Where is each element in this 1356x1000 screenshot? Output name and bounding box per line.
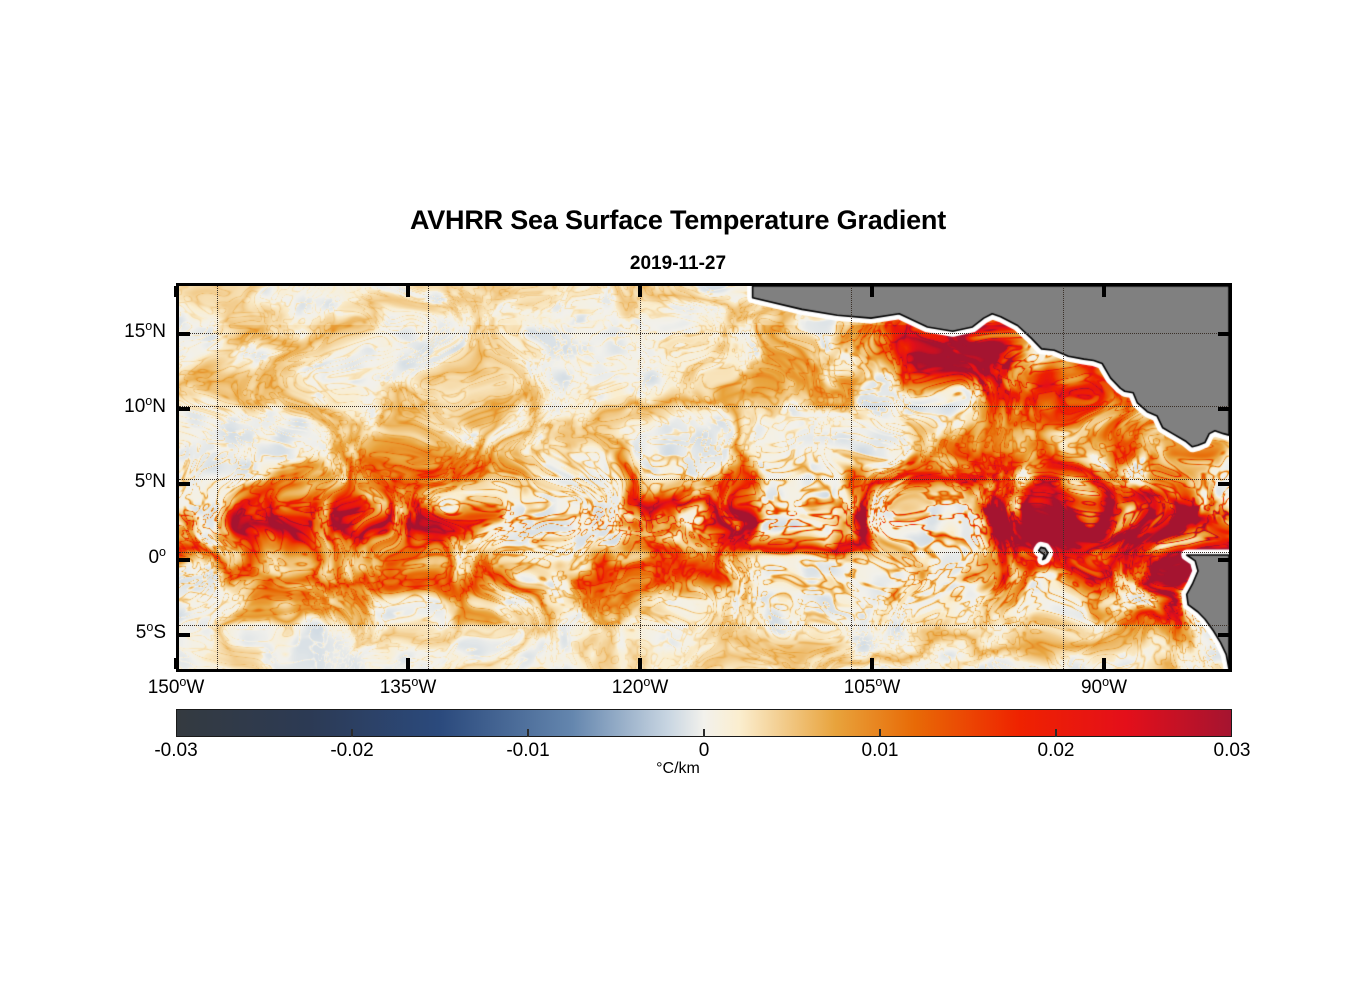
ytick-mark: [1218, 558, 1229, 562]
xtick-mark: [638, 286, 642, 297]
ytick-label: 5oS: [135, 620, 166, 643]
colorbar-tick-label: -0.01: [506, 740, 550, 761]
colorbar-tick-label: -0.03: [154, 740, 198, 761]
ytick-mark: [1218, 332, 1229, 336]
xtick-mark: [174, 286, 178, 297]
ytick-label: 10oN: [124, 394, 166, 417]
xtick-mark: [1102, 286, 1106, 297]
ytick-mark: [179, 482, 190, 486]
colorbar-tick: [879, 729, 881, 737]
xtick-mark: [406, 286, 410, 297]
ytick-mark: [1218, 482, 1229, 486]
xtick-label: 90oW: [1080, 675, 1128, 698]
xtick-mark: [638, 658, 642, 669]
xtick-mark: [870, 658, 874, 669]
ytick-mark: [179, 332, 190, 336]
colorbar-tick-label: 0.02: [1037, 740, 1075, 761]
ytick-mark: [1218, 407, 1229, 411]
xtick-label: 120oW: [611, 675, 669, 698]
ytick-mark: [1218, 633, 1229, 637]
colorbar-tick-label: 0: [698, 740, 710, 761]
ytick-mark: [179, 633, 190, 637]
colorbar[interactable]: [176, 709, 1232, 737]
sst-gradient-heatmap: [179, 286, 1229, 669]
colorbar-tick: [703, 729, 705, 737]
map-plot-area[interactable]: [176, 283, 1232, 672]
ytick-label: 5oN: [134, 469, 166, 492]
page-title: AVHRR Sea Surface Temperature Gradient: [409, 205, 947, 235]
figure-subtitle-date: 2019-11-27: [629, 253, 727, 274]
colorbar-unit-label: °C/km: [656, 760, 700, 777]
xtick-label: 105oW: [843, 675, 901, 698]
ytick-mark: [179, 407, 190, 411]
xtick-mark: [174, 658, 178, 669]
colorbar-tick: [1055, 729, 1057, 737]
colorbar-tick-label: -0.02: [330, 740, 374, 761]
ytick-mark: [179, 558, 190, 562]
ytick-label: 15oN: [124, 319, 166, 342]
colorbar-tick-label: 0.01: [861, 740, 899, 761]
colorbar-tick: [351, 729, 353, 737]
colorbar-tick-label: 0.03: [1213, 740, 1251, 761]
xtick-mark: [406, 658, 410, 669]
xtick-label: 150oW: [147, 675, 205, 698]
ytick-label: 0o: [148, 545, 166, 568]
xtick-label: 135oW: [379, 675, 437, 698]
xtick-mark: [870, 286, 874, 297]
xtick-mark: [1102, 658, 1106, 669]
colorbar-tick: [527, 729, 529, 737]
